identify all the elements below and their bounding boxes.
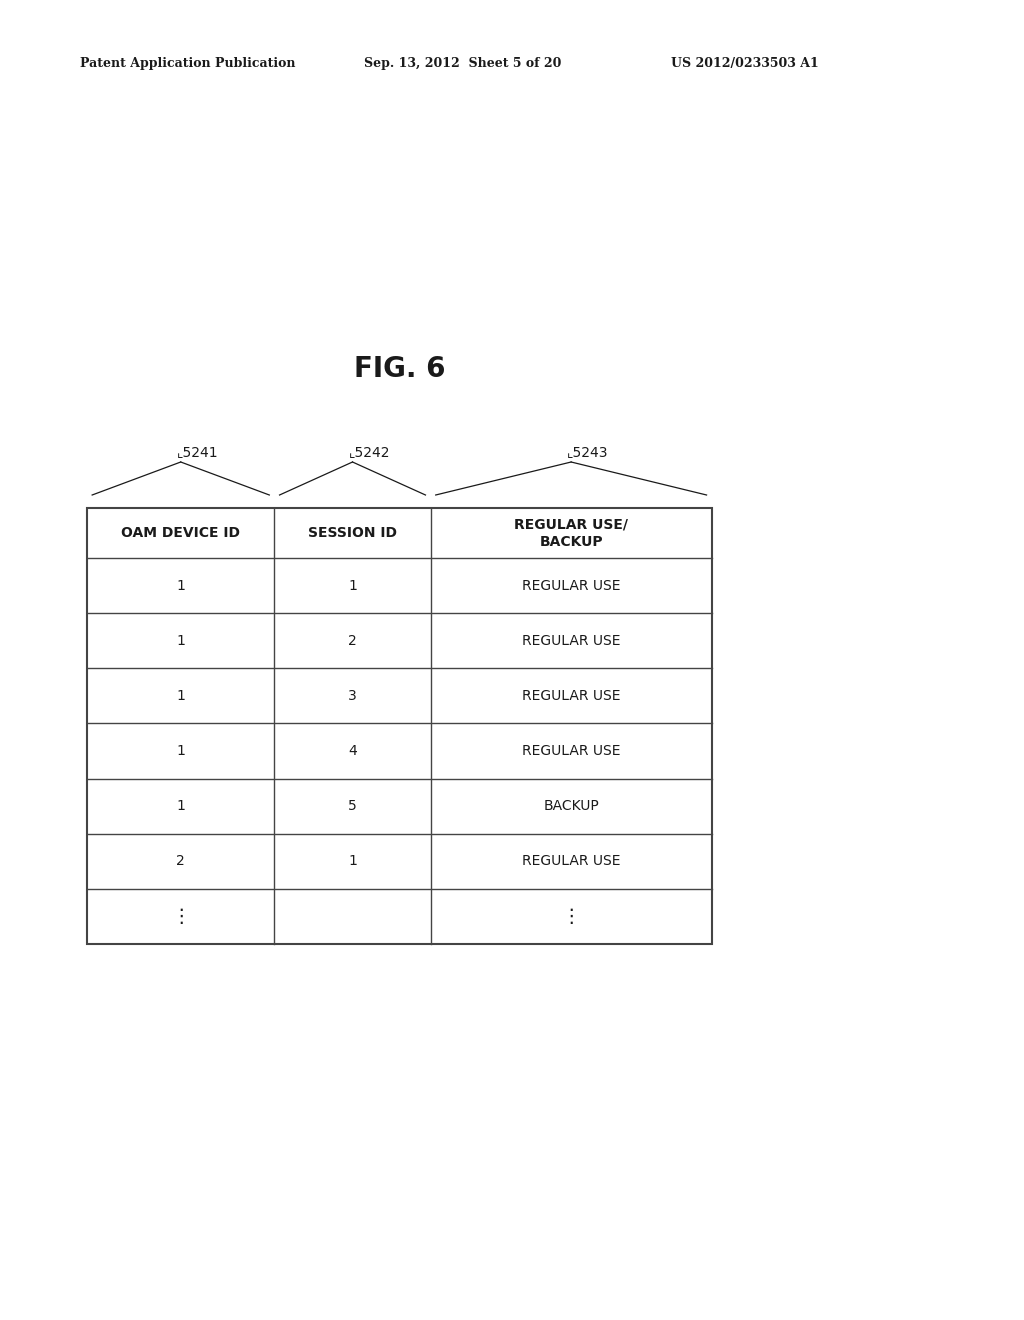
Text: REGULAR USE: REGULAR USE — [522, 578, 621, 593]
Text: REGULAR USE: REGULAR USE — [522, 854, 621, 869]
Text: FIG. 6: FIG. 6 — [353, 355, 445, 383]
Text: Patent Application Publication: Patent Application Publication — [80, 57, 295, 70]
Text: REGULAR USE: REGULAR USE — [522, 634, 621, 648]
Text: 5: 5 — [348, 799, 357, 813]
Text: 1: 1 — [176, 634, 185, 648]
Text: Sep. 13, 2012  Sheet 5 of 20: Sep. 13, 2012 Sheet 5 of 20 — [364, 57, 561, 70]
Text: ⋮: ⋮ — [561, 907, 581, 925]
Text: 1: 1 — [176, 799, 185, 813]
Text: BACKUP: BACKUP — [544, 799, 599, 813]
Text: REGULAR USE: REGULAR USE — [522, 744, 621, 758]
Text: 1: 1 — [176, 689, 185, 704]
Text: 1: 1 — [176, 578, 185, 593]
Text: ⌞5243: ⌞5243 — [567, 445, 608, 459]
Text: 1: 1 — [176, 744, 185, 758]
Text: REGULAR USE: REGULAR USE — [522, 689, 621, 704]
Text: ⌞5242: ⌞5242 — [348, 445, 390, 459]
Text: 1: 1 — [348, 578, 357, 593]
Text: 3: 3 — [348, 689, 357, 704]
Text: 2: 2 — [176, 854, 185, 869]
Text: ⌞5241: ⌞5241 — [177, 445, 218, 459]
Text: ⋮: ⋮ — [171, 907, 190, 925]
Text: REGULAR USE/
BACKUP: REGULAR USE/ BACKUP — [514, 517, 628, 549]
Text: OAM DEVICE ID: OAM DEVICE ID — [121, 527, 241, 540]
Text: US 2012/0233503 A1: US 2012/0233503 A1 — [671, 57, 818, 70]
Text: SESSION ID: SESSION ID — [308, 527, 397, 540]
Text: 1: 1 — [348, 854, 357, 869]
Text: 4: 4 — [348, 744, 357, 758]
Text: 2: 2 — [348, 634, 357, 648]
